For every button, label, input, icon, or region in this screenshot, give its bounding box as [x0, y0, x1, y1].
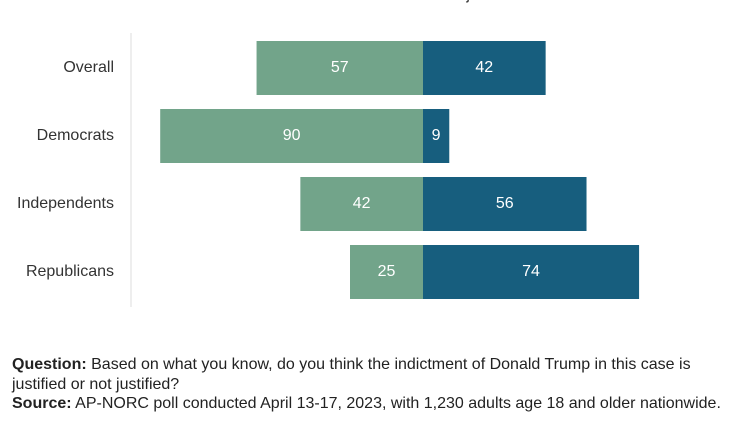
bar	[300, 177, 423, 231]
category-label: Democrats	[37, 127, 114, 144]
question-text: Based on what you know, do you think the…	[12, 356, 691, 393]
bar-label: 74	[522, 263, 540, 280]
legend-label: Not justified	[437, 0, 521, 3]
bar-label: 90	[283, 127, 301, 144]
question-label: Question:	[12, 356, 87, 373]
bar-label: 56	[496, 195, 514, 212]
bar	[423, 41, 546, 95]
category-label: Overall	[63, 59, 114, 76]
bar	[423, 245, 640, 299]
question: Question: Based on what you know, do you…	[12, 355, 740, 394]
notes: Question: Based on what you know, do you…	[12, 355, 740, 414]
source-label: Source:	[12, 395, 72, 412]
source-text: AP-NORC poll conducted April 13-17, 2023…	[75, 395, 721, 412]
bar-label: 9	[432, 127, 441, 144]
bar	[256, 41, 423, 95]
legend-label: Justified	[310, 0, 369, 3]
source: Source: AP-NORC poll conducted April 13-…	[12, 394, 740, 414]
category-label: Independents	[17, 195, 114, 212]
bar	[160, 109, 423, 163]
bar	[350, 245, 423, 299]
category-label: Republicans	[26, 263, 114, 280]
bar-label: 57	[331, 59, 349, 76]
bar	[423, 177, 587, 231]
chart: Justified Not justified Overall 57 42 Democra…	[17, 0, 640, 307]
bar	[423, 109, 450, 163]
bar-label: 25	[378, 263, 396, 280]
bar-label: 42	[475, 59, 493, 76]
bar-label: 42	[353, 195, 371, 212]
